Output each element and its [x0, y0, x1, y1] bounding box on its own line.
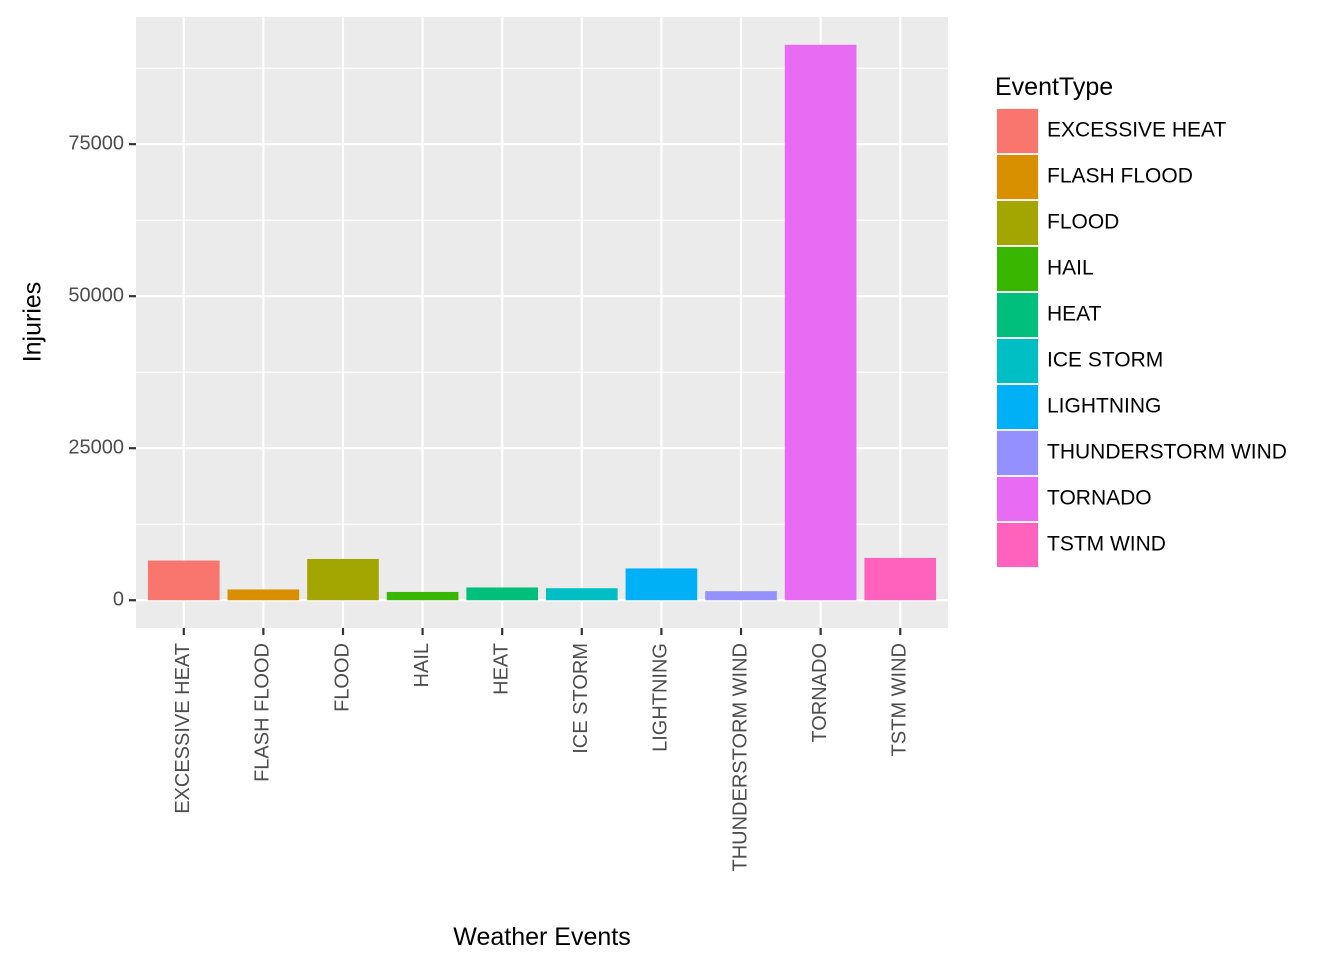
plot-panel [136, 17, 948, 628]
legend-label: TSTM WIND [1047, 533, 1166, 556]
legend-key [997, 431, 1038, 475]
legend-key [997, 339, 1038, 383]
legend-label: HAIL [1047, 257, 1094, 280]
y-tick-label: 25000 [68, 436, 124, 458]
x-tick-label: EXCESSIVE HEAT [172, 643, 194, 814]
legend-key [997, 477, 1038, 521]
bar-thunderstorm-wind [705, 591, 777, 601]
x-tick-label: TSTM WIND [889, 643, 911, 756]
legend-label: FLOOD [1047, 211, 1119, 234]
bar-tornado [784, 44, 857, 601]
legend-title: EventType [995, 73, 1113, 101]
bar-flash-flood [227, 589, 300, 601]
x-axis: EXCESSIVE HEAT FLASH FLOOD FLOOD HAIL HEAT IC… [172, 628, 911, 872]
y-tick-label: 0 [113, 589, 124, 611]
x-tick-label: ICE STORM [570, 643, 592, 754]
legend-key [997, 385, 1038, 429]
legend-key [997, 523, 1038, 567]
x-tick-label: FLASH FLOOD [252, 643, 274, 782]
legend-key [997, 293, 1038, 337]
bar-tstm-wind [864, 557, 937, 601]
legend-label: THUNDERSTORM WIND [1047, 441, 1287, 464]
bar-hail [386, 591, 459, 601]
y-tick-label: 50000 [68, 284, 124, 306]
x-tick-label: HAIL [411, 643, 433, 687]
y-axis: 0 25000 50000 75000 [68, 132, 136, 611]
x-tick-label: FLOOD [331, 643, 353, 712]
bar-excessive-heat [147, 560, 220, 601]
x-axis-title: Weather Events [453, 923, 630, 951]
y-tick-label: 75000 [68, 132, 124, 154]
legend: EventType EXCESSIVE HEAT FLASH FLOOD FLOOD… [995, 73, 1287, 568]
legend-key [997, 247, 1038, 291]
x-tick-label: TORNADO [809, 643, 831, 743]
legend-key [997, 201, 1038, 245]
legend-label: EXCESSIVE HEAT [1047, 119, 1227, 142]
legend-label: FLASH FLOOD [1047, 165, 1193, 188]
legend-label: TORNADO [1047, 487, 1152, 510]
bar-flood [307, 558, 379, 601]
y-axis-title: Injuries [19, 282, 47, 363]
legend-label: LIGHTNING [1047, 395, 1161, 418]
legend-key [997, 109, 1038, 153]
x-tick-label: LIGHTNING [650, 643, 672, 752]
bar-ice-storm [545, 588, 618, 601]
legend-label: ICE STORM [1047, 349, 1163, 372]
bar-lightning [625, 568, 698, 601]
x-tick-label: THUNDERSTORM WIND [729, 643, 751, 872]
legend-key [997, 155, 1038, 199]
x-tick-label: HEAT [490, 643, 512, 695]
legend-label: HEAT [1047, 303, 1102, 326]
bar-heat [466, 587, 539, 601]
